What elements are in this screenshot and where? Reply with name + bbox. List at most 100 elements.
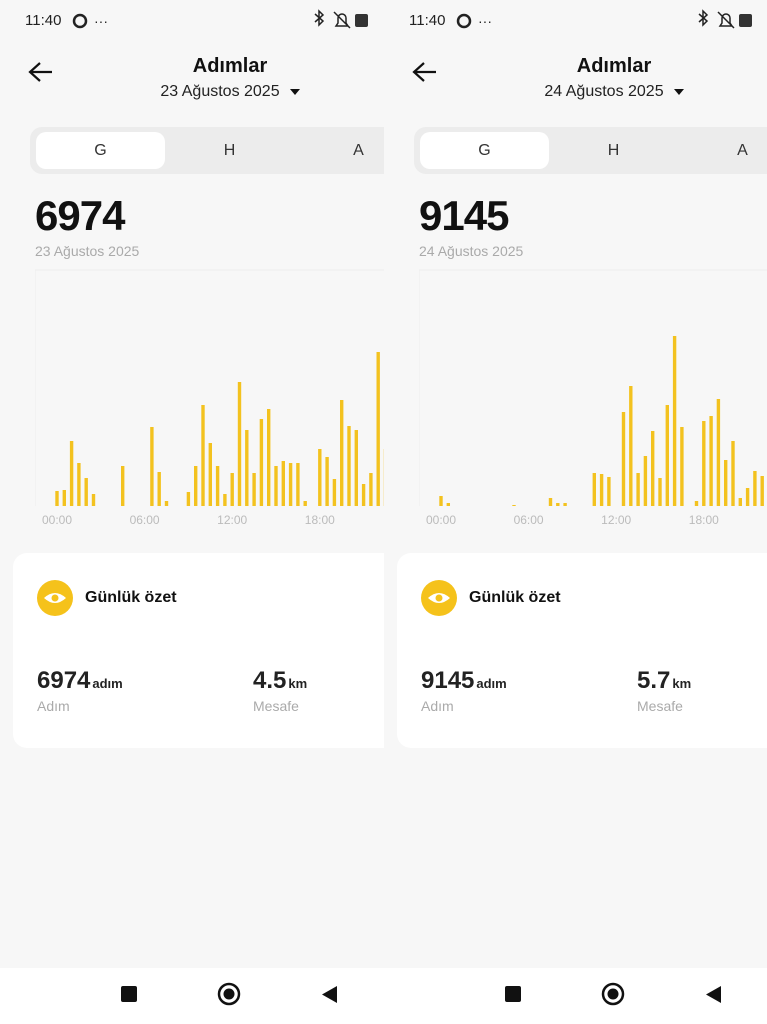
status-icon: ··· <box>94 13 108 29</box>
bar <box>303 501 307 506</box>
bar <box>252 473 256 506</box>
bar <box>446 503 450 506</box>
phone-screen: 11:40 ··· Adımlar 23 Ağustos 2025 G H A 6974 23 … <box>0 9 384 1024</box>
bar <box>548 498 553 506</box>
tab[interactable]: A <box>737 142 748 159</box>
bar <box>245 430 249 506</box>
eye-icon <box>421 580 457 616</box>
bar <box>709 416 713 506</box>
bar <box>347 426 351 506</box>
bar <box>296 463 300 506</box>
x-tick-label: 06:00 <box>514 513 544 527</box>
bar <box>267 409 271 506</box>
bar <box>512 505 516 506</box>
tab[interactable]: H <box>223 142 236 159</box>
bar <box>223 494 227 506</box>
bar <box>325 457 329 506</box>
bar <box>651 431 655 506</box>
bar <box>643 456 648 506</box>
bar <box>621 412 626 506</box>
nav-recent[interactable] <box>505 986 521 1002</box>
bar <box>274 466 278 506</box>
page-title: Adımlar <box>576 55 652 77</box>
stat-unit: adım <box>92 676 123 691</box>
bar <box>237 382 242 506</box>
bar <box>636 473 640 506</box>
nav-home <box>217 982 241 1006</box>
bar <box>208 443 212 506</box>
bar <box>150 427 154 506</box>
tab[interactable]: G <box>36 132 165 169</box>
nav-home-dot <box>223 988 235 1000</box>
x-tick-label: 12:00 <box>217 513 247 527</box>
status-icon <box>355 14 368 27</box>
phone-screen: 11:40 ··· Adımlar 24 Ağustos 2025 G H A 9145 24 … <box>384 0 767 1024</box>
bar <box>281 461 285 506</box>
icons: ··· <box>28 9 368 95</box>
status-icon <box>72 13 88 29</box>
summary-card: Günlük özet 9145 adım Adım 5.7 km Mesafe <box>397 553 767 748</box>
bar <box>77 463 81 506</box>
summary-title: Günlük özet <box>469 589 561 606</box>
nav-bar <box>384 968 767 1024</box>
bar <box>194 466 198 506</box>
bar <box>69 441 74 506</box>
bar <box>753 471 757 506</box>
bar <box>724 460 728 506</box>
bar <box>259 419 264 506</box>
total-date: 23 Ağustos 2025 <box>35 243 140 259</box>
stat-value: 4.5 km <box>253 667 308 694</box>
bar <box>680 427 684 506</box>
bar <box>745 488 750 506</box>
nav-bar <box>0 968 384 1024</box>
bar <box>376 352 380 506</box>
status-icon: ··· <box>478 13 492 29</box>
bar <box>738 498 742 506</box>
bar <box>186 492 191 506</box>
bar <box>439 496 443 506</box>
bar <box>230 473 234 506</box>
bar <box>369 473 373 506</box>
nav-recent[interactable] <box>121 986 137 1002</box>
nav-icons <box>505 982 721 1006</box>
date-picker[interactable]: 24 Ağustos 2025 <box>544 83 664 100</box>
date-picker[interactable]: 23 Ağustos 2025 <box>160 83 280 100</box>
bar <box>760 476 764 506</box>
status-icon <box>717 11 735 29</box>
bar <box>121 466 125 506</box>
x-tick-label: 18:00 <box>689 513 719 527</box>
pupil <box>435 594 443 602</box>
nav-icons <box>121 982 337 1006</box>
stat-unit: km <box>288 676 308 691</box>
status-icon <box>456 13 472 29</box>
stat-label: Adım <box>37 698 70 714</box>
nav-back <box>322 986 337 1003</box>
bar <box>340 400 344 506</box>
bar <box>288 463 293 506</box>
bar <box>629 386 633 506</box>
total-date: 24 Ağustos 2025 <box>419 243 524 259</box>
total-steps: 9145 <box>419 192 509 239</box>
bar <box>592 473 596 506</box>
x-tick-label: 00:00 <box>42 513 72 527</box>
x-tick-label: 00:00 <box>426 513 456 527</box>
tab[interactable]: G <box>420 132 549 169</box>
bar <box>164 501 169 506</box>
bar <box>215 466 220 506</box>
bar <box>556 503 560 506</box>
tab[interactable]: H <box>607 142 620 159</box>
nav-home-dot <box>607 988 619 1000</box>
stat-value: 6974 adım <box>37 667 123 694</box>
tab[interactable]: A <box>353 142 364 159</box>
bar <box>563 503 567 506</box>
bar <box>157 472 161 506</box>
status-icon <box>739 14 752 27</box>
status-icon <box>314 9 325 27</box>
bar <box>332 479 337 506</box>
total-steps: 6974 <box>35 192 125 239</box>
